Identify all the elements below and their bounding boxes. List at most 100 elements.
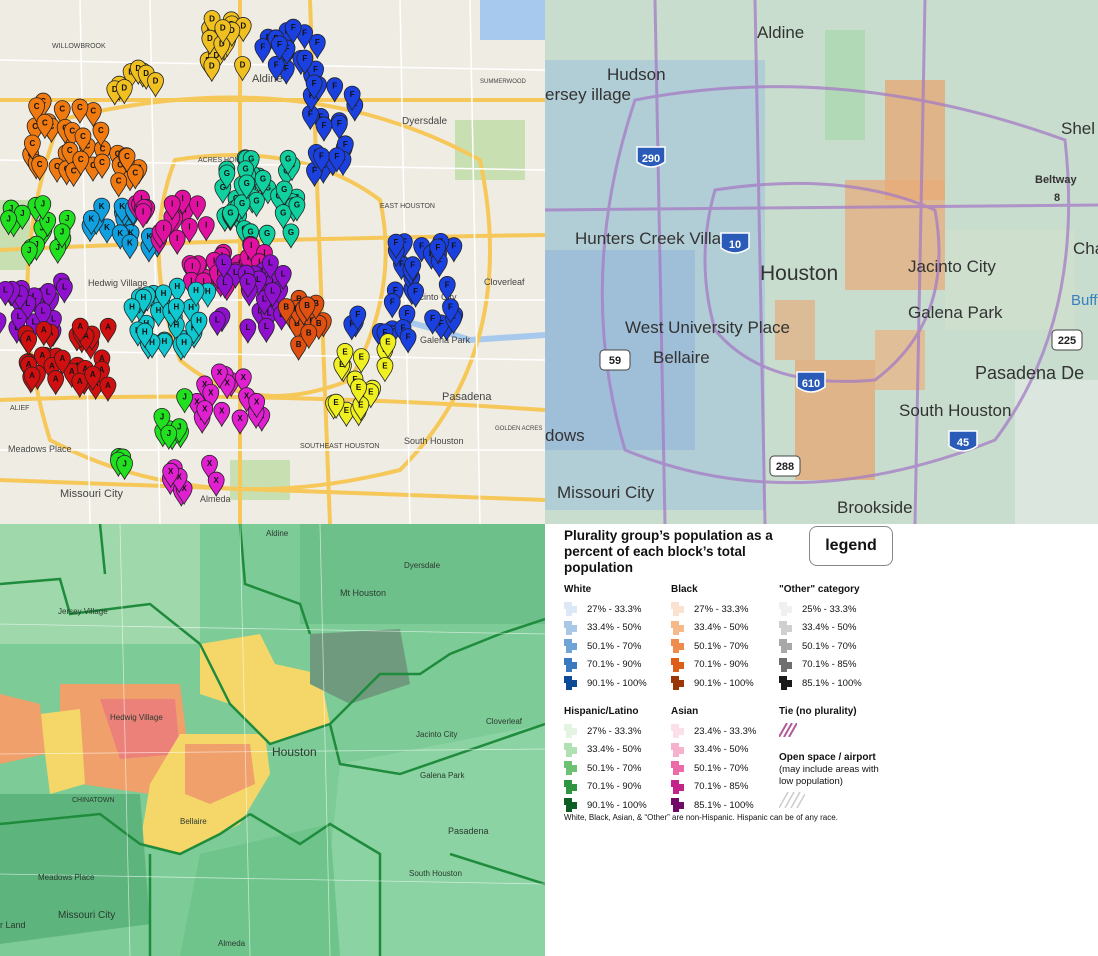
legend-swatch (564, 779, 580, 794)
pin-letter: L (215, 315, 220, 324)
map-pin-marker: H (155, 284, 172, 310)
map-label: Galena Park (908, 303, 1003, 322)
shield-label: 45 (957, 437, 969, 449)
shield-label: 288 (776, 461, 794, 473)
pin-letter: E (342, 347, 348, 356)
pin-letter: L (262, 295, 267, 304)
pin-letter: J (65, 214, 69, 223)
pin-letter: L (256, 275, 261, 284)
pin-letter: G (253, 196, 259, 205)
legend-swatch (779, 620, 795, 635)
map-pin-marker: C (36, 113, 54, 140)
map-pin-marker: J (153, 408, 171, 434)
map-label: 8 (1054, 192, 1060, 204)
district-map[interactable]: Aldine Dyersdale Jersey Village Mt Houston H… (0, 524, 545, 956)
legend-range-label: 33.4% - 50% (587, 622, 642, 634)
pin-letter: H (129, 303, 135, 312)
map-label: Aldine (757, 23, 804, 42)
legend-group-title: Hispanic/Latino (564, 706, 639, 717)
pin-letter: I (196, 200, 198, 209)
pin-letter: L (25, 299, 30, 308)
pin-letter: C (132, 169, 138, 178)
tie-swatch (778, 722, 895, 740)
pin-letter: F (343, 140, 348, 149)
district-map-panel[interactable]: Aldine Dyersdale Jersey Village Mt Houston H… (0, 524, 545, 956)
map-pin-marker: X (201, 454, 218, 481)
pin-letter: I (263, 248, 265, 257)
legend-row: 27% - 33.3% (564, 722, 647, 741)
map-pin-marker: K (121, 234, 139, 260)
pin-letter: D (153, 77, 159, 86)
pin-letter: X (181, 484, 187, 493)
pin-letter: K (104, 223, 110, 232)
map-pin-marker: L (39, 283, 57, 309)
map-pin-marker: A (99, 376, 117, 402)
pin-letter: B (306, 328, 312, 337)
map-pin-marker: C (71, 98, 89, 124)
pin-letter: D (209, 61, 215, 70)
legend-range-label: 33.4% - 50% (694, 744, 749, 756)
map-pin-marker: H (150, 301, 167, 328)
pin-letter: F (302, 54, 307, 63)
shield-label: 59 (609, 355, 621, 367)
legend-swatch (671, 742, 687, 757)
pin-letter: E (356, 383, 362, 392)
map-label: Brookside (837, 498, 913, 517)
pin-letter: F (312, 79, 317, 88)
pin-letter: F (284, 64, 289, 73)
pin-letter: A (26, 360, 32, 369)
map-label: Almeda (200, 494, 231, 504)
map-label: West University Place (625, 318, 790, 337)
map-pin-marker: B (290, 335, 307, 361)
legend-range-label: 70.1% - 85% (694, 781, 749, 793)
demographic-map-panel[interactable]: Aldine Hudson ersey illage Shel Beltway 8 Hunt… (545, 0, 1098, 524)
pin-letter: G (260, 174, 266, 183)
pin-letter: A (77, 377, 83, 386)
map-pin-marker: A (20, 330, 38, 356)
map-pin-marker: G (275, 180, 293, 206)
pin-letter: G (265, 184, 271, 193)
pin-letter: A (105, 381, 111, 390)
map-label: Galena Park (420, 771, 465, 780)
legend-swatch (779, 602, 795, 617)
map-label: dows (545, 426, 585, 445)
legend-range-label: 50.1% - 70% (694, 762, 749, 774)
pin-letter: F (309, 91, 314, 100)
legend-range-label: 33.4% - 50% (694, 622, 749, 634)
pin-letter: J (45, 216, 49, 225)
pin-letter: D (240, 60, 246, 69)
legend-range-label: 23.4% - 33.3% (694, 725, 757, 737)
pin-letter: J (40, 223, 44, 232)
pin-letter: F (430, 314, 435, 323)
legend-range-label: 50.1% - 70% (587, 640, 642, 652)
pin-letter: C (80, 132, 86, 141)
pin-letter: C (59, 105, 65, 114)
demographic-map-shields: 290 10 59 610 225 45 288 (599, 146, 1083, 477)
pin-letter: L (245, 323, 250, 332)
pin-letter: F (350, 90, 355, 99)
map-pin-marker: J (176, 388, 194, 414)
pin-letter: L (245, 277, 250, 286)
map-pin-marker: A (35, 321, 53, 347)
map-pin-marker: G (218, 164, 236, 190)
map-pin-marker: A (71, 372, 89, 399)
legend-toggle-button[interactable]: legend (809, 526, 893, 566)
pin-letter: J (27, 246, 31, 255)
pin-letter: F (393, 286, 398, 295)
pin-letter: C (100, 144, 106, 153)
map-pin-marker: G (237, 160, 255, 186)
pin-map-markers: DDDDDDDDDDDDDDDDDDDDDDDDDDFFFFFFFFFFFFFF… (0, 10, 464, 507)
legend-row: 33.4% - 50% (671, 741, 756, 760)
pin-letter: I (250, 241, 252, 250)
map-pin-marker: F (313, 147, 330, 173)
map-pin-marker: L (274, 265, 292, 291)
pin-letter: F (435, 243, 440, 252)
map-label: ACRES HOMES (198, 157, 250, 164)
map-label: Jacinto City (410, 292, 457, 302)
map-pin-marker: K (82, 210, 100, 236)
pin-map-panel[interactable]: Aldine Dyersdale WILLOWBROOK ACRES HOMES Hed… (0, 0, 545, 524)
map-pin-marker: C (84, 102, 102, 128)
map-label: Missouri City (60, 488, 123, 500)
